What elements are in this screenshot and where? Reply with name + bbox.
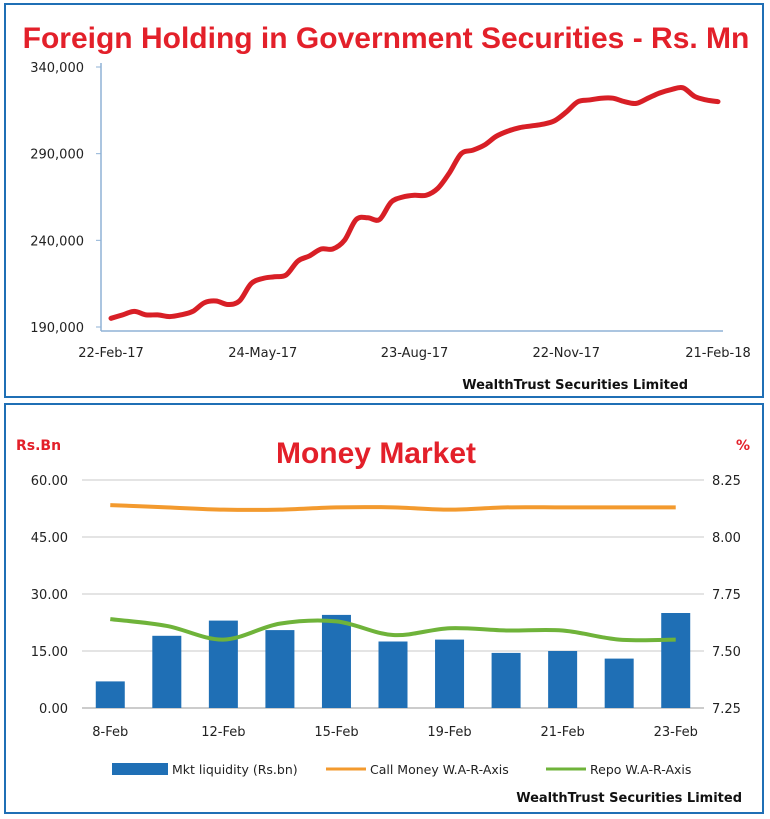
call-money-line: [110, 503, 676, 512]
source-label: WealthTrust Securities Limited: [462, 378, 688, 393]
repo-line: [110, 617, 676, 643]
bar: [548, 651, 578, 708]
bar: [491, 652, 521, 708]
y-tick-label-right: 8.25: [712, 474, 741, 489]
money-market-panel: Money Market Rs.Bn % 60.00 8.25 45.00 8.00 3…: [4, 403, 764, 814]
y-tick-label-left: 15.00: [31, 645, 68, 660]
y-tick-label: 240,000: [30, 234, 84, 249]
y-tick-label-right: 7.50: [712, 645, 741, 660]
bar: [152, 635, 182, 708]
y-tick-label-right: 7.25: [712, 702, 741, 717]
bar: [661, 613, 691, 708]
left-axis-unit: Rs.Bn: [16, 438, 61, 454]
x-tick-label: 15-Feb: [314, 725, 358, 740]
legend-label-liquidity: Mkt liquidity (Rs.bn): [172, 762, 298, 777]
legend-swatch-bar: [112, 763, 168, 775]
bar: [265, 630, 295, 708]
y-tick-label-right: 7.75: [712, 588, 741, 603]
x-tick-label: 24-May-17: [228, 346, 297, 361]
bar: [95, 681, 125, 708]
foreign-holding-panel: Foreign Holding in Government Securities…: [4, 3, 764, 398]
right-axis-unit: %: [736, 438, 750, 454]
x-tick-label: 22-Feb-17: [78, 346, 143, 361]
money-market-chart: Money Market Rs.Bn % 60.00 8.25 45.00 8.00 3…: [16, 437, 750, 806]
x-tick-label: 21-Feb-18: [685, 346, 750, 361]
y-tick-label-right: 8.00: [712, 531, 741, 546]
x-tick-label: 23-Feb: [654, 725, 698, 740]
bar: [208, 620, 238, 708]
x-tick-label: 8-Feb: [92, 725, 128, 740]
y-tick-label: 290,000: [30, 148, 84, 163]
x-tick-label: 12-Feb: [201, 725, 245, 740]
y-tick-label-left: 0.00: [39, 702, 68, 717]
bar: [321, 614, 351, 708]
series-line: [108, 84, 721, 321]
bar: [378, 641, 408, 708]
x-tick-label: 22-Nov-17: [533, 346, 601, 361]
y-tick-label-left: 45.00: [31, 531, 68, 546]
source-label: WealthTrust Securities Limited: [516, 791, 742, 806]
y-tick-label-left: 60.00: [31, 474, 68, 489]
x-tick-label: 19-Feb: [427, 725, 471, 740]
legend-label-repo: Repo W.A-R-Axis: [590, 762, 691, 777]
y-tick-label-left: 30.00: [31, 588, 68, 603]
bar: [604, 658, 634, 708]
x-tick-label: 21-Feb: [541, 725, 585, 740]
chart-title: Foreign Holding in Government Securities…: [23, 22, 750, 55]
bar: [435, 639, 465, 708]
y-tick-label: 190,000: [30, 321, 84, 336]
x-tick-label: 23-Aug-17: [381, 346, 449, 361]
legend-label-call: Call Money W.A-R-Axis: [370, 762, 509, 777]
chart-title: Money Market: [276, 437, 476, 470]
foreign-holding-chart: Foreign Holding in Government Securities…: [23, 22, 751, 393]
y-tick-label: 340,000: [30, 61, 84, 76]
